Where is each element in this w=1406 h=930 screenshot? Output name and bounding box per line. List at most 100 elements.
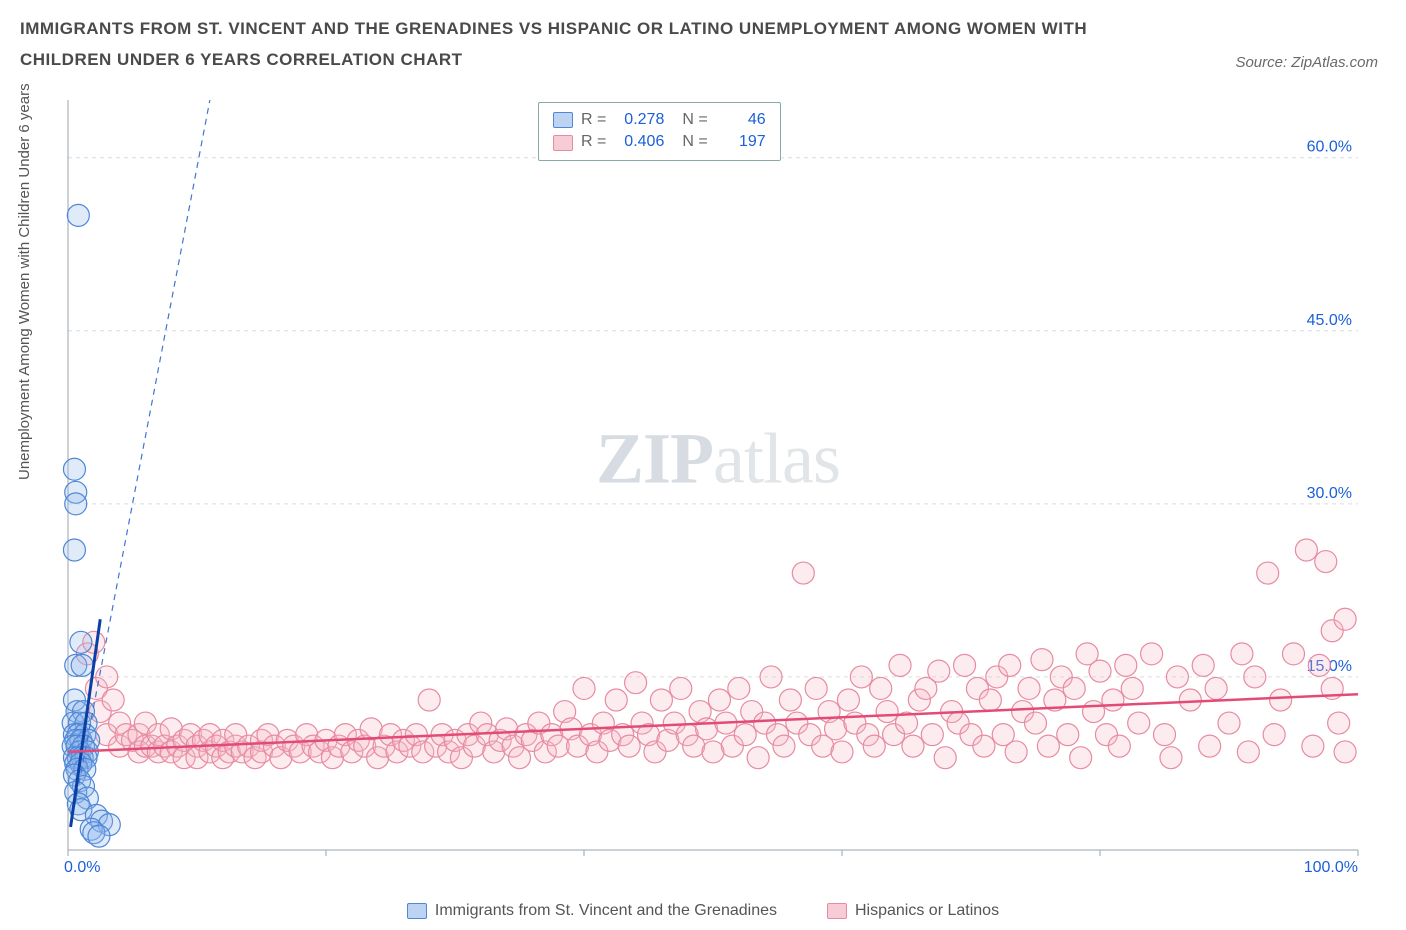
pink-point [708,689,730,711]
pink-point [1005,741,1027,763]
n-value: 46 [716,109,766,131]
pink-point [779,689,801,711]
y-tick-label: 60.0% [1307,139,1352,156]
x-origin-label: 0.0% [64,859,100,876]
pink-point [1063,677,1085,699]
chart-title: IMMIGRANTS FROM ST. VINCENT AND THE GREN… [20,14,1120,75]
pink-point [889,654,911,676]
pink-point [1263,724,1285,746]
pink-point [1037,735,1059,757]
pink-point [1108,735,1130,757]
pink-point [979,689,1001,711]
pink-point [1334,741,1356,763]
scatter-chart-svg: 15.0%30.0%45.0%60.0%0.0%100.0% [58,100,1378,880]
legend-swatch [553,135,573,151]
r-equals-label: R = [581,109,606,131]
x-legend-label: Hispanics or Latinos [855,902,999,920]
pink-point [1334,608,1356,630]
pink-point [625,672,647,694]
pink-point [1031,649,1053,671]
pink-point [1089,660,1111,682]
y-axis-label: Unemployment Among Women with Children U… [16,83,33,480]
pink-point [747,747,769,769]
blue-point [70,631,92,653]
r-value: 0.406 [614,131,664,153]
pink-point [1218,712,1240,734]
pink-point [1057,724,1079,746]
blue-point [63,539,85,561]
pink-point [1018,677,1040,699]
pink-point [831,741,853,763]
legend-row: R = 0.406 N = 197 [553,131,766,153]
pink-point [863,735,885,757]
pink-point [1128,712,1150,734]
blue-point [67,204,89,226]
pink-point [1237,741,1259,763]
pink-point [728,677,750,699]
n-equals-label: N = [682,131,707,153]
blue-point [63,458,85,480]
pink-point [1102,689,1124,711]
pink-point [1192,654,1214,676]
n-value: 197 [716,131,766,153]
x-legend-label: Immigrants from St. Vincent and the Gren… [435,902,777,920]
pink-point [1302,735,1324,757]
pink-point [1270,689,1292,711]
pink-point [837,689,859,711]
blue-point [65,493,87,515]
pink-point [870,677,892,699]
pink-point [934,747,956,769]
legend-swatch [827,903,847,919]
pink-point [1315,551,1337,573]
x-max-label: 100.0% [1304,859,1358,876]
pink-point [1199,735,1221,757]
pink-point [605,689,627,711]
pink-point [1308,654,1330,676]
pink-point [702,741,724,763]
r-value: 0.278 [614,109,664,131]
y-tick-label: 30.0% [1307,485,1352,502]
pink-point [1121,677,1143,699]
chart-plot: 15.0%30.0%45.0%60.0%0.0%100.0% ZIPatlas … [58,100,1378,880]
pink-point [1328,712,1350,734]
pink-point [670,677,692,699]
pink-point [805,677,827,699]
blue-point [71,654,93,676]
pink-point [618,735,640,757]
pink-point [1295,539,1317,561]
correlation-legend: R = 0.278 N = 46 R = 0.406 N = 197 [538,102,781,161]
x-axis-legend: Immigrants from St. Vincent and the Gren… [0,902,1406,920]
pink-point [825,718,847,740]
legend-row: R = 0.278 N = 46 [553,109,766,131]
legend-swatch [407,903,427,919]
n-equals-label: N = [682,109,707,131]
pink-point [902,735,924,757]
pink-point [1179,689,1201,711]
pink-point [1141,643,1163,665]
pink-point [792,562,814,584]
pink-point [1070,747,1092,769]
pink-point [696,718,718,740]
r-equals-label: R = [581,131,606,153]
pink-point [418,689,440,711]
x-legend-item: Hispanics or Latinos [827,902,999,920]
pink-point [1283,643,1305,665]
pink-point [876,701,898,723]
x-legend-item: Immigrants from St. Vincent and the Gren… [407,902,777,920]
pink-point [102,689,124,711]
pink-point [1160,747,1182,769]
pink-point [1231,643,1253,665]
pink-point [1205,677,1227,699]
legend-swatch [553,112,573,128]
source-label: Source: ZipAtlas.com [1235,54,1378,71]
y-tick-label: 45.0% [1307,312,1352,329]
pink-point [650,689,672,711]
pink-point [1166,666,1188,688]
pink-point [1154,724,1176,746]
pink-point [1244,666,1266,688]
pink-point [1025,712,1047,734]
pink-point [1257,562,1279,584]
pink-point [921,724,943,746]
pink-point [928,660,950,682]
pink-point [999,654,1021,676]
